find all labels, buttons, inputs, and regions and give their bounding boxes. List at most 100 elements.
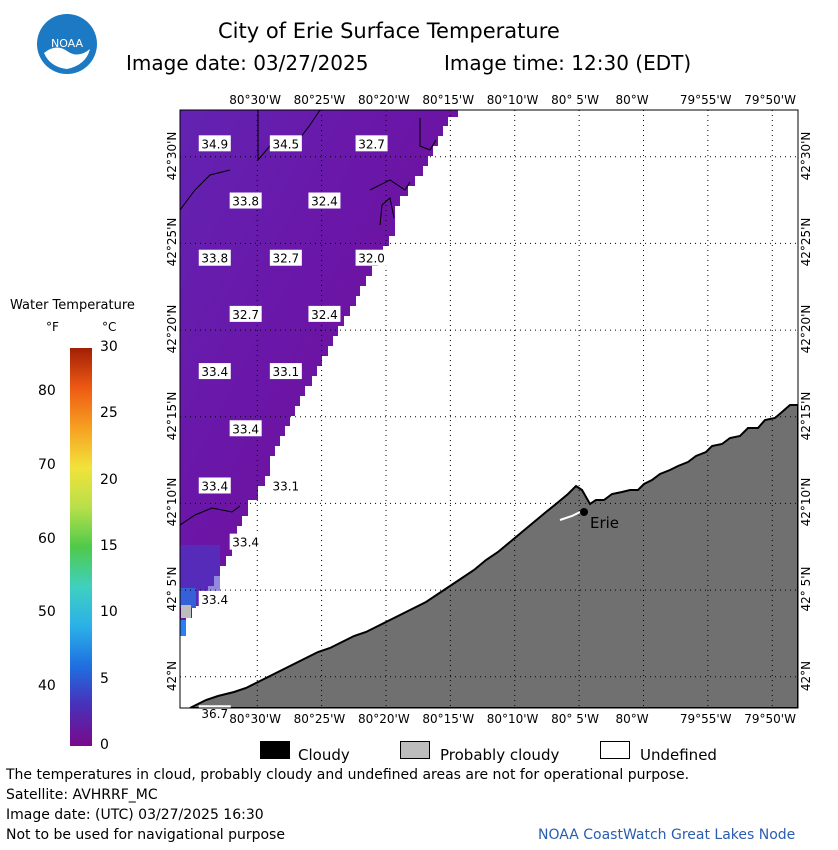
colorbar-unit-c: °C: [102, 320, 117, 334]
svg-text:32.7: 32.7: [358, 137, 385, 151]
longitude-label: 79°50'W: [744, 712, 796, 726]
longitude-label: 80° 5'W: [551, 712, 600, 726]
svg-text:33.1: 33.1: [272, 365, 299, 379]
colorbar-c-tick: 0: [100, 737, 109, 753]
longitude-label: 80°25'W: [293, 93, 346, 107]
svg-text:33.4: 33.4: [232, 422, 259, 436]
latitude-label: 42° 5'N: [165, 566, 179, 612]
longitude-label: 80°10'W: [486, 712, 539, 726]
svg-text:33.8: 33.8: [201, 252, 228, 266]
image-time: Image time: 12:30 (EDT): [444, 51, 692, 75]
colorbar-unit-f: °F: [46, 320, 59, 334]
noaa-logo-text: NOAA: [51, 37, 84, 50]
noaa-logo: NOAA: [37, 14, 97, 74]
temperature-label: 32.7: [269, 249, 302, 266]
colorbar-f-tick: 70: [38, 456, 56, 473]
colorbar-c-tick: 25: [100, 405, 118, 422]
colorbar-c-tick: 30: [100, 339, 118, 355]
temperature-label: 32.0: [355, 249, 388, 266]
temperature-label: 33.1: [269, 363, 302, 380]
temperature-label: 34.9: [198, 135, 231, 152]
navigation-warning: Not to be used for navigational purpose: [6, 827, 285, 843]
temperature-label: 32.7: [355, 135, 388, 152]
longitude-label: 80° 5'W: [551, 93, 600, 107]
colorbar-c-tick: 15: [100, 538, 118, 554]
svg-text:34.5: 34.5: [272, 137, 299, 151]
longitude-label: 80°W: [615, 93, 649, 107]
latitude-label: 42°15'N: [165, 391, 179, 441]
erie-city-marker: [580, 508, 588, 516]
latitude-label: 42°30'N: [799, 131, 813, 181]
longitude-label: 80°W: [615, 712, 649, 726]
longitude-label: 80°15'W: [422, 712, 475, 726]
latitude-label: 42°10'N: [799, 478, 813, 527]
legend-swatch-cloudy: [260, 741, 290, 759]
erie-city-label: Erie: [590, 514, 619, 532]
longitude-label: 80°15'W: [422, 93, 475, 107]
map-title: City of Erie Surface Temperature: [218, 19, 560, 43]
longitude-label: 79°50'W: [744, 93, 796, 107]
colorbar-f-tick: 80: [38, 383, 56, 400]
svg-text:32.7: 32.7: [272, 252, 299, 266]
longitude-label: 79°55'W: [679, 93, 732, 107]
legend-label-cloudy: Cloudy: [298, 746, 350, 764]
temperature-label: 32.4: [308, 305, 341, 322]
svg-text:33.8: 33.8: [232, 195, 259, 209]
disclaimer-text: The temperatures in cloud, probably clou…: [6, 767, 690, 783]
longitude-label: 80°20'W: [358, 93, 410, 107]
longitude-label: 80°30'W: [229, 712, 281, 726]
utc-date-text: Image date: (UTC) 03/27/2025 16:30: [6, 807, 264, 823]
latitude-label: 42°25'N: [799, 218, 813, 267]
colorbar-f-tick: 50: [38, 604, 56, 621]
temperature-label: 33.8: [198, 249, 231, 266]
colorbar-f-tick: 60: [38, 530, 56, 547]
latitude-label: 42°20'N: [799, 304, 813, 354]
latitude-label: 42°20'N: [165, 304, 179, 354]
land-area: [189, 404, 798, 708]
longitude-label: 80°10'W: [486, 93, 539, 107]
svg-text:34.9: 34.9: [201, 137, 228, 151]
credit-text: NOAA CoastWatch Great Lakes Node: [538, 827, 796, 843]
colorbar-f-tick: 40: [38, 678, 56, 695]
colorbar-gradient: [70, 348, 92, 746]
temperature-label: 33.4: [198, 363, 231, 380]
colorbar-c-tick: 5: [100, 670, 109, 687]
longitude-label: 79°55'W: [679, 712, 732, 726]
svg-text:32.0: 32.0: [358, 252, 385, 266]
water-temperature-area: [180, 110, 458, 636]
legend-swatch-probably-cloudy: [400, 741, 430, 759]
colorbar-c-tick: 10: [100, 604, 118, 621]
legend-swatch-undefined: [600, 741, 630, 759]
satellite-text: Satellite: AVHRRF_MC: [6, 787, 158, 803]
longitude-label: 80°30'W: [229, 93, 281, 107]
latitude-label: 42°N: [799, 660, 813, 691]
temperature-label: 33.8: [229, 192, 262, 209]
latitude-label: 42°10'N: [165, 478, 179, 527]
colorbar-title: Water Temperature: [10, 298, 135, 313]
longitude-label: 80°25'W: [293, 712, 346, 726]
latitude-label: 42° 5'N: [799, 566, 813, 612]
svg-text:33.4: 33.4: [201, 593, 228, 607]
legend-label-probably-cloudy: Probably cloudy: [440, 746, 560, 764]
svg-text:36.7: 36.7: [201, 707, 228, 721]
temperature-label: 34.5: [269, 135, 302, 152]
latitude-label: 42°30'N: [165, 131, 179, 181]
temperature-label: 36.7: [198, 705, 231, 722]
svg-text:32.4: 32.4: [311, 195, 338, 209]
temperature-label: 33.4: [198, 590, 231, 607]
svg-text:33.4: 33.4: [201, 479, 228, 493]
temperature-label: 33.1: [269, 477, 302, 494]
latitude-label: 42°25'N: [165, 218, 179, 267]
svg-text:33.4: 33.4: [201, 365, 228, 379]
image-date: Image date: 03/27/2025: [126, 51, 369, 75]
longitude-label: 80°20'W: [358, 712, 410, 726]
legend-label-undefined: Undefined: [640, 746, 717, 764]
svg-text:33.1: 33.1: [272, 479, 299, 493]
svg-text:33.4: 33.4: [232, 536, 259, 550]
temperature-label: 32.4: [308, 192, 341, 209]
temperature-label: 33.4: [198, 477, 231, 494]
temperature-label: 33.4: [229, 420, 262, 437]
latitude-label: 42°15'N: [799, 391, 813, 441]
temperature-label: 32.7: [229, 305, 262, 322]
